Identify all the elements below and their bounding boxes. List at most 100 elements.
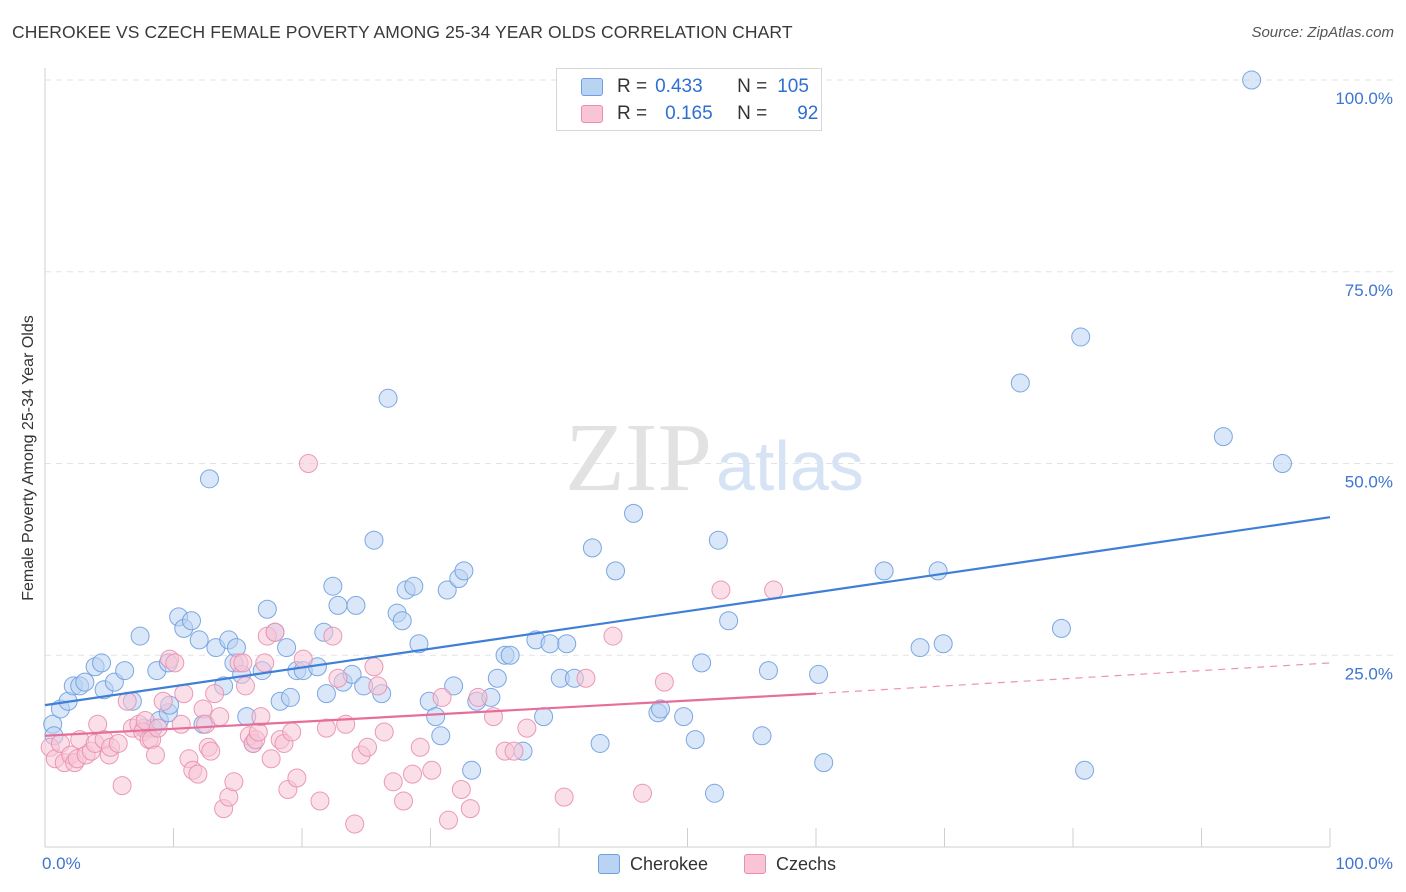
cherokee-point xyxy=(500,645,520,665)
cherokee-point xyxy=(346,595,366,615)
czechs-point xyxy=(174,684,194,704)
chart-title: CHEROKEE VS CZECH FEMALE POVERTY AMONG 2… xyxy=(12,22,793,42)
cherokee-point xyxy=(758,661,778,681)
czechs-trend-extension xyxy=(815,662,1331,695)
legend-swatch-czechs xyxy=(581,105,603,123)
czechs-point xyxy=(261,749,281,769)
czechs-point xyxy=(468,687,488,707)
czechs-point xyxy=(233,653,253,673)
cherokee-point xyxy=(392,611,412,631)
cherokee-point xyxy=(75,672,95,692)
cherokee-point xyxy=(404,576,424,596)
cherokee-point xyxy=(928,561,948,581)
czechs-point xyxy=(504,741,524,761)
cherokee-point xyxy=(431,726,451,746)
czechs-point xyxy=(210,707,230,727)
watermark-atlas: atlas xyxy=(716,427,864,505)
czechs-point xyxy=(287,768,307,788)
czechs-point xyxy=(201,741,221,761)
legend-n-label: N = xyxy=(737,103,768,124)
gridlines xyxy=(45,79,1394,656)
czechs-point xyxy=(711,580,731,600)
czechs-point xyxy=(383,772,403,792)
cherokee-point xyxy=(719,611,739,631)
czechs-point xyxy=(323,626,343,646)
czechs-point xyxy=(576,668,596,688)
cherokee-point xyxy=(590,733,610,753)
cherokee-point xyxy=(378,388,398,408)
cherokee-point xyxy=(624,503,644,523)
czechs-point xyxy=(328,668,348,688)
legend-r-value: 0.433 xyxy=(655,76,703,97)
trend-lines xyxy=(44,516,1331,737)
y-tick-label: 75.0% xyxy=(1345,281,1393,300)
czechs-point xyxy=(265,622,285,642)
czechs-point xyxy=(345,814,365,834)
x-tick-label-max: 100.0% xyxy=(1335,854,1393,873)
czechs-point xyxy=(146,745,166,765)
czechs-point xyxy=(148,718,168,738)
cherokee-point xyxy=(454,561,474,581)
cherokee-point xyxy=(487,668,507,688)
cherokee-point xyxy=(328,595,348,615)
y-tick-label: 25.0% xyxy=(1345,664,1393,683)
cherokee-point xyxy=(1242,70,1262,90)
czechs-point xyxy=(112,776,132,796)
cherokee-point xyxy=(92,653,112,673)
cherokee-point xyxy=(426,707,446,727)
czechs-point xyxy=(310,791,330,811)
cherokee-trend-line xyxy=(44,516,1331,707)
cherokee-point xyxy=(181,611,201,631)
cherokee-point xyxy=(704,783,724,803)
legend-n-value: 105 xyxy=(777,76,809,97)
bottom-legend-swatch-cherokee xyxy=(598,854,620,874)
cherokee-point xyxy=(933,634,953,654)
cherokee-point xyxy=(1272,454,1292,473)
czechs-trend-line xyxy=(44,692,817,737)
cherokee-point xyxy=(557,634,577,654)
stats-legend: R = 0.433 N = 105 R = 0.165 N = 92 xyxy=(556,68,822,131)
y-tick-label: 50.0% xyxy=(1345,473,1393,492)
czechs-point xyxy=(251,707,271,727)
cherokee-point xyxy=(323,576,343,596)
cherokee-point xyxy=(257,599,277,619)
cherokee-point xyxy=(874,561,894,581)
legend-r-label: R = xyxy=(617,103,648,124)
czechs-point xyxy=(298,454,318,473)
chart-source: Source: ZipAtlas.com xyxy=(1251,24,1394,41)
cherokee-point xyxy=(115,661,135,681)
data-points xyxy=(40,70,1292,834)
axes xyxy=(44,68,1331,848)
czechs-point xyxy=(316,718,336,738)
czechs-point xyxy=(451,779,471,799)
czechs-point xyxy=(358,737,378,757)
watermark-zip: ZIP xyxy=(565,404,712,512)
bottom-legend-cherokee: Cherokee xyxy=(598,852,708,876)
cherokee-point xyxy=(1010,373,1030,393)
cherokee-point xyxy=(1051,618,1071,638)
series-czechs xyxy=(40,454,784,834)
cherokee-point xyxy=(582,538,602,558)
legend-swatch-cherokee xyxy=(581,78,603,96)
cherokee-point xyxy=(1071,327,1091,347)
czechs-point xyxy=(153,691,173,711)
cherokee-point xyxy=(809,664,829,684)
cherokee-point xyxy=(534,707,554,727)
cherokee-point xyxy=(1075,760,1095,780)
czechs-point xyxy=(517,718,537,738)
legend-r-value: 0.165 xyxy=(665,103,713,124)
czechs-point xyxy=(422,760,442,780)
czechs-point xyxy=(603,626,623,646)
legend-row-czechs: R = 0.165 N = 92 xyxy=(581,102,818,126)
cherokee-point xyxy=(189,630,209,650)
czechs-point xyxy=(764,580,784,600)
y-tick-label: 100.0% xyxy=(1335,89,1393,108)
cherokee-point xyxy=(540,634,560,654)
tick-labels: 25.0% 50.0% 75.0% 100.0% 0.0% 100.0% xyxy=(42,89,1393,873)
cherokee-point xyxy=(814,753,834,773)
bottom-legend-label-cherokee: Cherokee xyxy=(630,853,709,874)
cherokee-point xyxy=(910,638,930,658)
legend-n-label: N = xyxy=(737,76,768,97)
czechs-point xyxy=(368,676,388,696)
